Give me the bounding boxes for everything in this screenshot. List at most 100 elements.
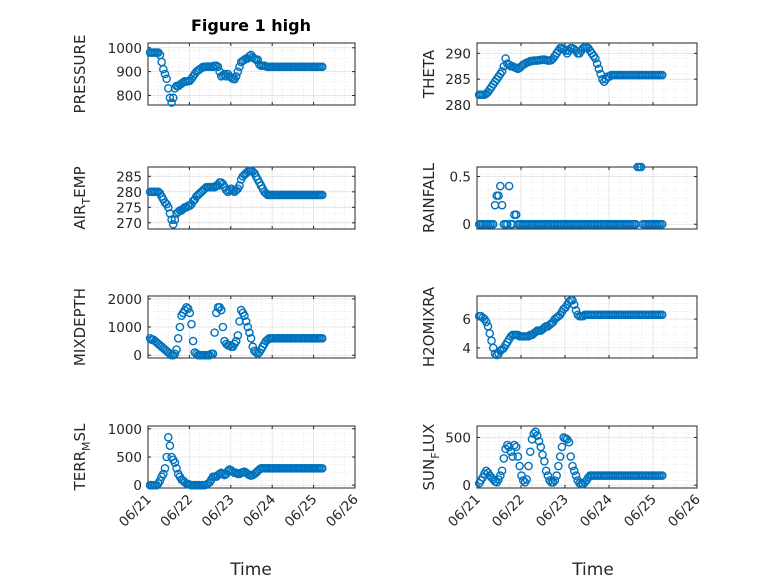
data-point — [636, 162, 646, 172]
y-tick-label: 280 — [116, 185, 142, 201]
data-point — [554, 461, 563, 471]
data-point — [524, 461, 533, 471]
subplot-6: 4 6 H2OMIXRA — [420, 286, 698, 367]
axes-box — [476, 166, 698, 230]
data-point — [564, 437, 574, 447]
data-point — [510, 440, 519, 450]
data-point — [173, 333, 183, 343]
y-tick-label: 900 — [116, 65, 142, 81]
data-point — [481, 317, 491, 327]
data-point — [241, 317, 251, 326]
data-point — [228, 185, 238, 195]
data-point — [317, 333, 327, 343]
data-point — [550, 476, 560, 485]
data-point — [511, 210, 521, 219]
x-axis-label-left: Time — [229, 560, 272, 580]
axes-box — [476, 425, 698, 489]
data-point — [657, 471, 667, 480]
y-tick-label: 290 — [445, 46, 471, 62]
y-tick-label: 500 — [116, 450, 142, 466]
data-point — [503, 219, 512, 229]
data-point — [511, 442, 521, 452]
data-point — [233, 67, 243, 76]
y-axis-label: H2OMIXRA — [420, 286, 438, 367]
data-point — [594, 64, 604, 74]
data-point — [488, 343, 498, 353]
data-point — [496, 471, 505, 480]
y-tick-label: 0 — [133, 478, 142, 494]
y-tick-label: 1000 — [108, 320, 142, 336]
data-point — [160, 463, 170, 473]
y-axis-label: THETA — [420, 49, 438, 99]
data-point — [185, 308, 195, 318]
data-point — [155, 476, 165, 485]
subplot-2: 280 285 290 THETA — [420, 42, 698, 114]
data-point — [488, 219, 498, 229]
y-axis-label: MIXDEPTH — [71, 288, 89, 366]
data-point — [534, 436, 544, 446]
subplot-4: 0 0.5 RAINFALL — [420, 162, 698, 233]
data-point — [172, 463, 181, 473]
data-point — [231, 72, 241, 81]
axes-box — [147, 42, 356, 106]
data-point — [167, 98, 176, 107]
data-point — [591, 54, 600, 63]
data-point — [245, 328, 254, 337]
data-point — [543, 471, 553, 480]
y-tick-label: 1000 — [108, 41, 142, 57]
data-point — [501, 54, 510, 63]
data-point — [506, 447, 516, 457]
y-tick-label: 0 — [133, 348, 142, 364]
data-point — [170, 349, 180, 359]
y-tick-label: 285 — [445, 72, 471, 88]
data-point — [210, 328, 219, 337]
data-point — [218, 322, 228, 332]
axes-box — [476, 295, 698, 359]
data-point — [162, 74, 171, 84]
data-point — [170, 458, 180, 467]
y-tick-label: 0 — [462, 217, 471, 233]
data-point — [536, 442, 546, 452]
data-point — [568, 461, 577, 471]
y-tick-label: 0 — [462, 478, 471, 494]
subplot-5: 0 1000 2000 MIXDEPTH — [71, 288, 356, 366]
data-point — [569, 300, 579, 309]
data-point — [569, 466, 579, 476]
y-tick-label: 285 — [116, 169, 142, 185]
y-axis-label: PRESSURE — [71, 35, 89, 114]
y-axis-label: RAINFALL — [420, 162, 438, 233]
y-tick-label: 0.5 — [450, 170, 471, 186]
data-point — [216, 305, 226, 315]
y-axis-label: TERRMSL — [71, 423, 93, 492]
data-point — [167, 215, 176, 224]
data-point — [159, 64, 168, 74]
data-point — [515, 461, 524, 471]
data-point — [555, 452, 565, 461]
data-point — [499, 454, 509, 463]
data-point — [657, 310, 667, 320]
data-point — [317, 62, 327, 72]
data-point — [552, 471, 561, 480]
data-point — [188, 336, 198, 346]
y-axis-label: AIRTEMP — [71, 166, 93, 229]
data-point — [497, 67, 507, 76]
data-point — [163, 432, 173, 442]
data-point — [168, 93, 178, 103]
data-point — [568, 296, 577, 305]
data-point — [246, 333, 256, 343]
data-point — [183, 304, 193, 313]
data-point — [657, 219, 667, 229]
y-tick-label: 2000 — [108, 292, 142, 308]
data-point — [213, 62, 223, 72]
data-point — [187, 319, 196, 329]
y-tick-label: 270 — [116, 216, 142, 232]
data-point — [165, 93, 175, 103]
data-point — [231, 336, 241, 346]
y-tick-label: 1000 — [108, 422, 142, 438]
y-tick-label: 275 — [116, 200, 142, 216]
data-point — [504, 181, 514, 191]
data-point — [243, 322, 253, 332]
data-point — [596, 69, 605, 79]
x-axis-label-right: Time — [571, 560, 614, 580]
